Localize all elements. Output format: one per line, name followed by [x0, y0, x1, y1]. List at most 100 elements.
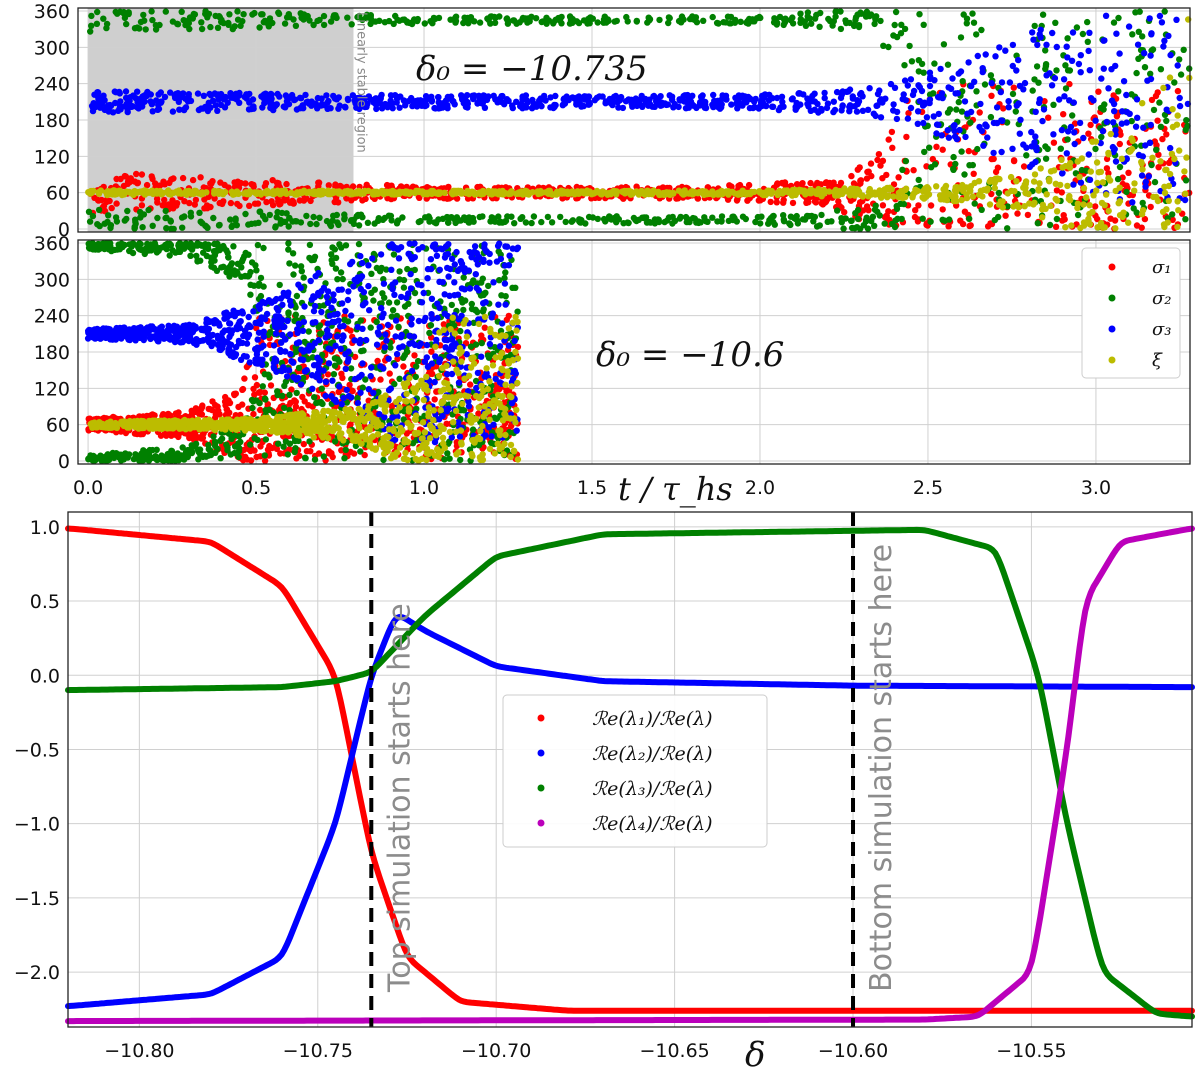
point	[272, 223, 279, 230]
point	[103, 189, 110, 196]
point	[705, 190, 712, 197]
point	[779, 98, 786, 106]
point	[220, 198, 227, 205]
point	[803, 199, 810, 206]
point	[435, 94, 442, 101]
point	[624, 219, 631, 226]
point	[629, 103, 636, 110]
point	[288, 189, 295, 196]
point	[1053, 187, 1061, 194]
point	[149, 222, 156, 229]
point	[1118, 155, 1126, 162]
point	[1139, 166, 1146, 173]
point	[958, 108, 966, 115]
point	[348, 387, 355, 394]
point	[461, 95, 469, 102]
point	[733, 218, 740, 225]
point	[1138, 158, 1145, 166]
point	[551, 101, 558, 109]
point	[296, 197, 303, 204]
point	[344, 96, 352, 104]
point	[1129, 199, 1136, 206]
point	[1094, 224, 1101, 231]
point	[953, 183, 961, 191]
point	[491, 19, 499, 26]
point	[629, 189, 636, 197]
point	[786, 220, 793, 227]
point	[633, 17, 640, 25]
point	[1034, 220, 1042, 227]
point	[694, 190, 702, 197]
point	[1013, 178, 1020, 185]
point	[94, 89, 102, 96]
point	[244, 456, 251, 463]
point	[1161, 8, 1168, 15]
point	[1051, 167, 1058, 174]
point	[394, 217, 402, 224]
point	[795, 90, 803, 97]
point	[585, 93, 593, 100]
point	[191, 187, 198, 194]
point	[509, 104, 516, 112]
point	[1101, 37, 1108, 44]
point	[998, 117, 1005, 124]
point	[885, 43, 892, 51]
point	[938, 90, 946, 97]
point	[724, 13, 732, 20]
point	[981, 186, 988, 193]
point	[1006, 79, 1014, 86]
point	[854, 206, 862, 214]
point	[952, 160, 959, 168]
point	[250, 410, 257, 418]
point	[788, 96, 796, 103]
point	[1120, 78, 1128, 85]
point	[924, 189, 931, 196]
point	[170, 175, 177, 182]
point	[333, 211, 340, 219]
point	[148, 8, 155, 15]
point	[890, 32, 897, 39]
point	[310, 213, 317, 221]
point	[116, 187, 124, 194]
point	[211, 438, 219, 446]
point	[300, 11, 308, 18]
point	[332, 183, 339, 190]
point	[249, 96, 257, 103]
point	[445, 183, 452, 191]
point	[1084, 18, 1091, 26]
point	[1052, 223, 1060, 230]
point	[208, 406, 216, 414]
point	[235, 403, 242, 411]
point	[1070, 181, 1077, 188]
point	[1040, 106, 1048, 113]
point	[98, 196, 105, 204]
point	[1111, 108, 1118, 115]
point	[1114, 175, 1122, 183]
point	[261, 99, 268, 107]
point	[471, 92, 478, 99]
point	[1095, 88, 1102, 95]
point	[201, 205, 208, 212]
point	[780, 16, 788, 23]
point	[600, 19, 607, 26]
point	[1005, 104, 1012, 111]
point	[1148, 30, 1155, 37]
point	[1109, 143, 1117, 151]
point	[959, 183, 966, 190]
point	[990, 119, 998, 127]
point	[1116, 50, 1123, 57]
point	[1009, 41, 1017, 49]
point	[765, 220, 772, 227]
point	[939, 206, 946, 213]
point	[802, 22, 810, 29]
point	[1147, 203, 1154, 211]
point	[959, 187, 967, 195]
point	[591, 97, 598, 104]
point	[668, 93, 676, 100]
point	[539, 96, 547, 103]
point	[514, 343, 522, 351]
point	[1103, 118, 1111, 126]
point	[1086, 202, 1093, 209]
point	[530, 213, 538, 220]
point	[508, 213, 515, 220]
